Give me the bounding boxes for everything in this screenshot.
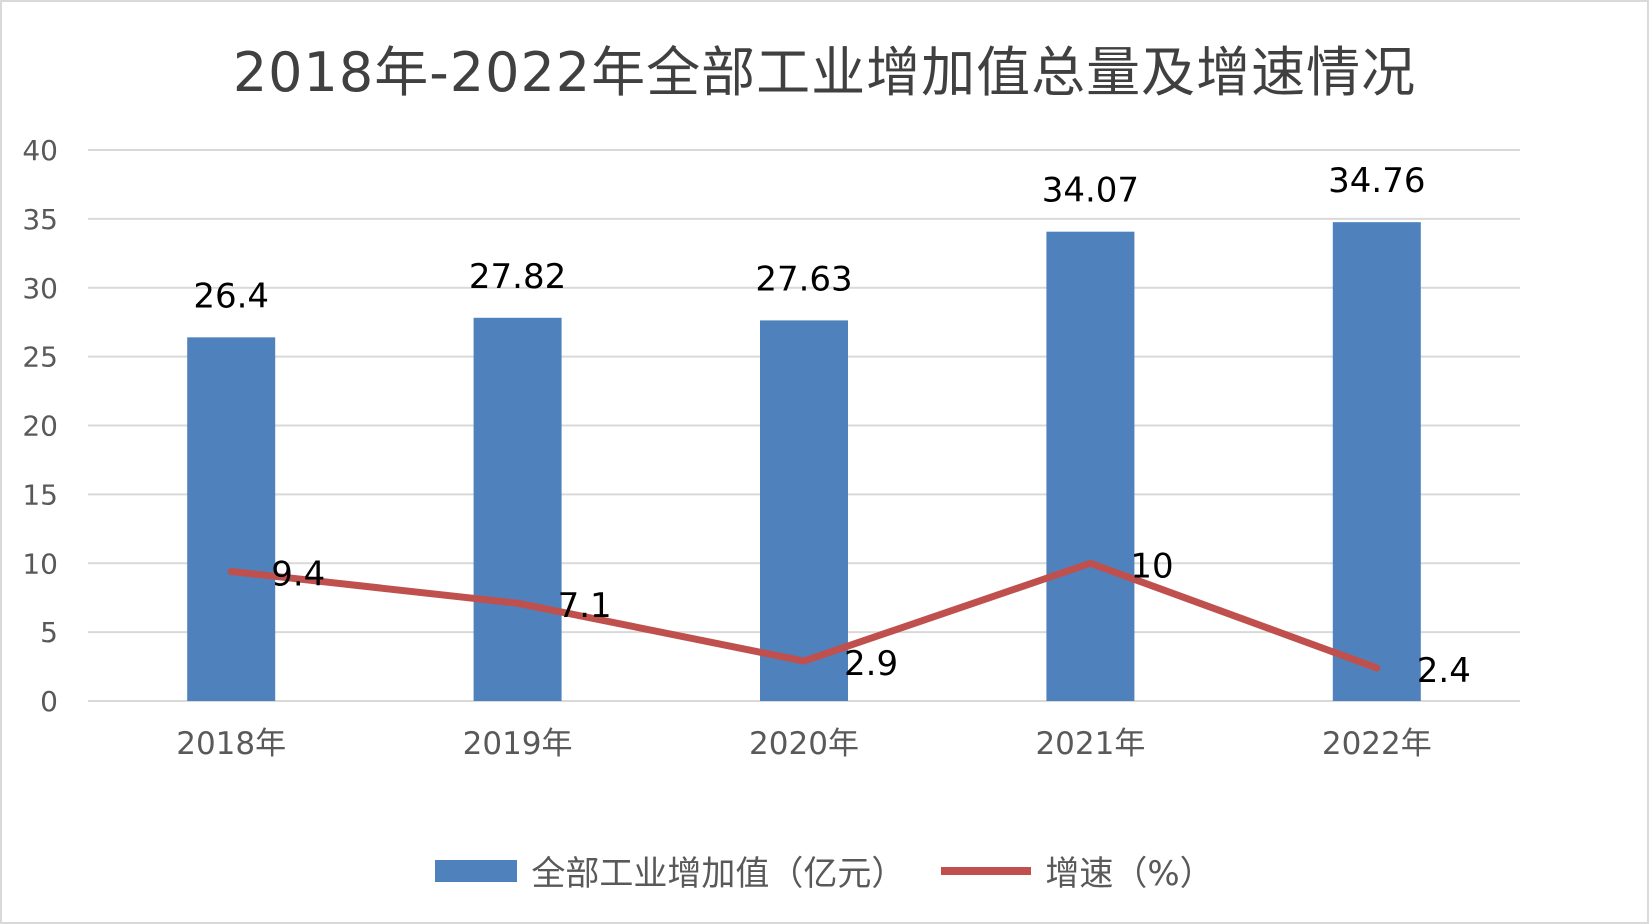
y-tick-label: 40	[22, 134, 58, 167]
y-tick-label: 30	[22, 272, 58, 305]
bar-value-label: 34.07	[1042, 171, 1139, 211]
line-value-label: 2.4	[1417, 651, 1471, 691]
legend: 全部工业增加值（亿元） 增速（%）	[0, 846, 1649, 895]
x-category-label: 2022年	[1322, 726, 1432, 762]
bar-2020年	[760, 320, 848, 701]
growth-rate-point-2019年	[514, 600, 521, 607]
growth-rate-point-2021年	[1087, 560, 1094, 567]
line-value-label: 10	[1130, 546, 1173, 586]
bar-value-label: 27.63	[755, 259, 852, 299]
x-category-label: 2020年	[749, 726, 859, 762]
bar-2018年	[187, 337, 276, 701]
y-tick-label: 25	[22, 341, 58, 374]
y-tick-label: 5	[40, 616, 58, 649]
y-tick-label: 15	[22, 478, 58, 511]
legend-item-line-series: 增速（%）	[941, 846, 1214, 895]
x-category-label: 2019年	[463, 726, 573, 762]
bar-2019年	[473, 317, 562, 701]
line-value-label: 2.9	[844, 644, 898, 684]
x-category-label: 2018年	[176, 726, 286, 762]
bar-value-label: 27.82	[469, 257, 566, 297]
legend-label-line-series: 增速（%）	[1045, 854, 1214, 894]
bar-value-label: 26.4	[193, 276, 269, 316]
bar-value-label: 34.76	[1328, 161, 1425, 201]
x-category-label: 2021年	[1035, 726, 1145, 762]
legend-line-swatch	[941, 866, 1032, 875]
y-tick-label: 10	[22, 547, 58, 580]
y-tick-label: 35	[22, 203, 58, 236]
growth-rate-point-2022年	[1373, 664, 1380, 671]
line-value-label: 7.1	[558, 586, 612, 626]
chart-title: 2018年-2022年全部工业增加值总量及增速情况	[232, 41, 1417, 104]
y-tick-label: 20	[22, 410, 58, 443]
line-value-label: 9.4	[271, 555, 325, 595]
bar-2021年	[1046, 231, 1135, 702]
y-tick-label: 0	[40, 685, 58, 718]
legend-bar-swatch	[435, 859, 518, 882]
bar-2022年	[1332, 222, 1421, 701]
legend-label-bar-series: 全部工业增加值（亿元）	[531, 854, 906, 894]
growth-rate-point-2018年	[228, 568, 235, 575]
legend-item-bar-series: 全部工业增加值（亿元）	[435, 846, 905, 895]
growth-rate-point-2020年	[801, 658, 807, 665]
